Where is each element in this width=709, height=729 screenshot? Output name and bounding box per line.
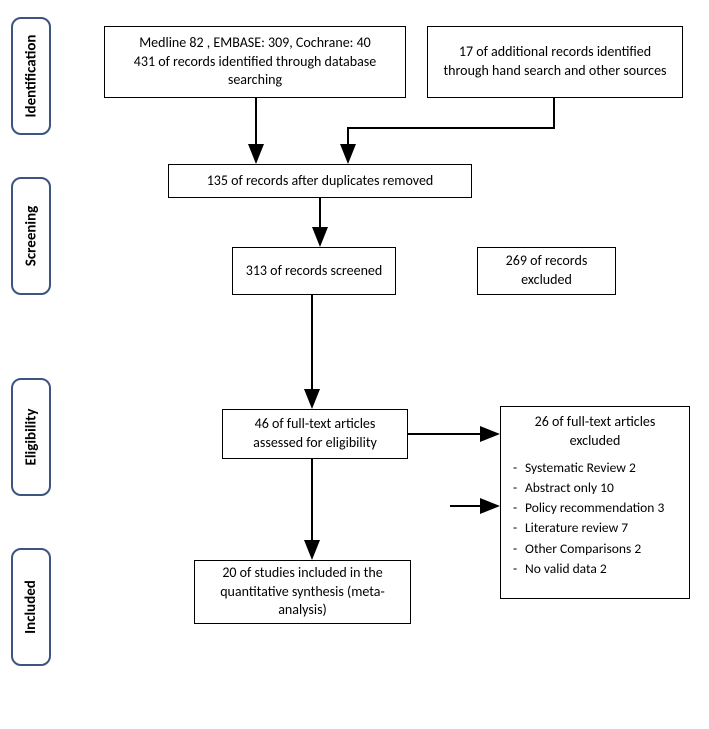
stage-identification: Identification [11, 17, 51, 135]
box-included: 20 of studies included in the quantitati… [194, 560, 411, 624]
hand-search-text: 17 of additional records identified thro… [438, 43, 672, 81]
box-db-search: Medline 82 , EMBASE: 309, Cochrane: 40 4… [104, 26, 406, 98]
stage-included: Included [11, 548, 51, 666]
stage-label-text: Identification [22, 35, 40, 118]
excl-item: Literature review 7 [511, 519, 679, 537]
box-excluded-screen: 269 of records excluded [477, 247, 616, 295]
excluded-screen-text: 269 of records excluded [488, 252, 605, 290]
db-search-line2: 431 of records identified through databa… [115, 53, 395, 91]
included-text: 20 of studies included in the quantitati… [205, 564, 400, 621]
stage-screening: Screening [11, 177, 51, 295]
stage-eligibility: Eligibility [11, 378, 51, 496]
screened-text: 313 of records screened [246, 262, 383, 281]
db-search-line1: Medline 82 , EMBASE: 309, Cochrane: 40 [139, 34, 371, 53]
stage-label-text: Screening [22, 206, 40, 267]
excl-item: Policy recommendation 3 [511, 499, 679, 517]
stage-label-text: Eligibility [22, 409, 40, 466]
excl-item: Systematic Review 2 [511, 459, 679, 477]
fulltext-excl-title: 26 of full-text articles excluded [511, 413, 679, 451]
stage-label-text: Included [22, 580, 40, 634]
box-fulltext-excluded: 26 of full-text articles excluded System… [500, 406, 690, 599]
fulltext-text: 46 of full-text articles assessed for el… [233, 415, 397, 453]
excl-item: No valid data 2 [511, 560, 679, 578]
box-fulltext: 46 of full-text articles assessed for el… [222, 409, 408, 459]
box-screened: 313 of records screened [232, 247, 396, 295]
excl-item: Abstract only 10 [511, 479, 679, 497]
box-hand-search: 17 of additional records identified thro… [427, 26, 683, 98]
fulltext-excl-list: Systematic Review 2 Abstract only 10 Pol… [511, 459, 679, 580]
box-dedup: 135 of records after duplicates removed [168, 164, 472, 198]
excl-item: Other Comparisons 2 [511, 540, 679, 558]
dedup-text: 135 of records after duplicates removed [207, 172, 434, 191]
